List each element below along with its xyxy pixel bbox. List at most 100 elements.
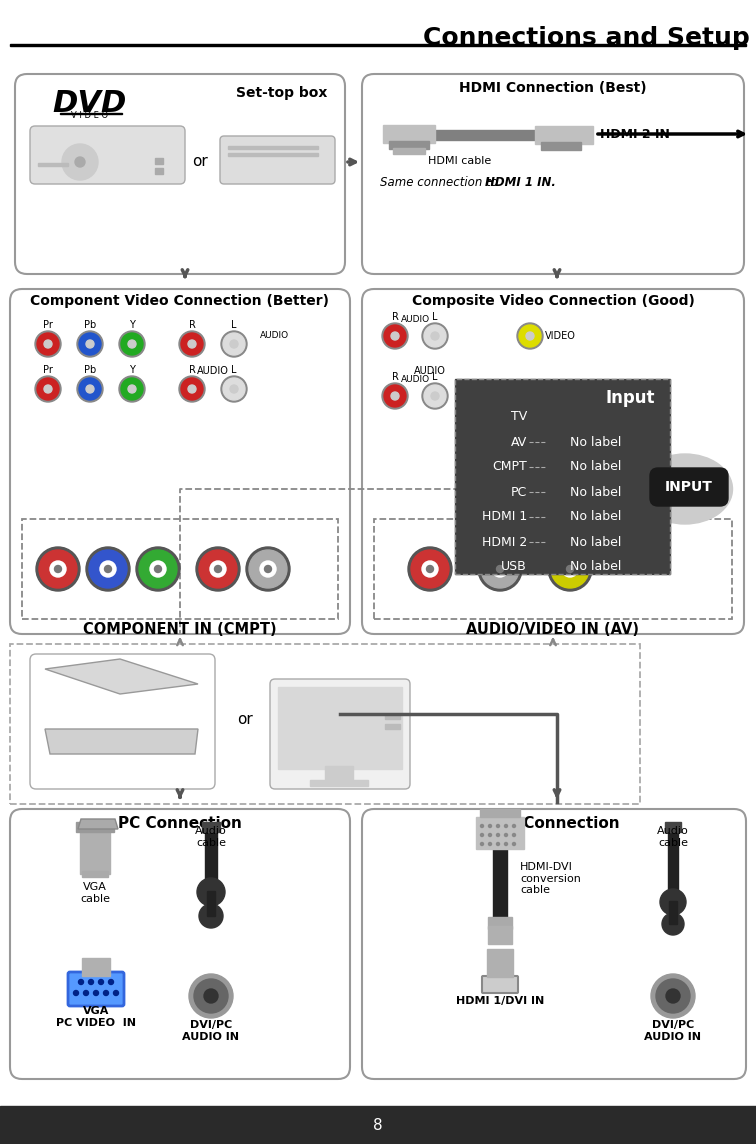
Circle shape (513, 834, 516, 836)
Text: HDMI Connection (Best): HDMI Connection (Best) (459, 81, 647, 95)
Circle shape (199, 550, 237, 588)
FancyBboxPatch shape (30, 654, 215, 789)
Circle shape (35, 331, 61, 357)
Circle shape (391, 332, 399, 340)
Bar (385, 724, 400, 729)
Polygon shape (78, 819, 118, 829)
Bar (389, 141, 429, 149)
Circle shape (408, 547, 452, 591)
Bar (310, 780, 368, 786)
Circle shape (478, 547, 522, 591)
Text: Pr: Pr (43, 365, 53, 375)
Bar (155, 158, 163, 164)
Circle shape (424, 386, 446, 407)
Circle shape (656, 979, 690, 1012)
Bar (385, 714, 400, 718)
Circle shape (109, 979, 113, 985)
Text: VIDEO: VIDEO (545, 331, 576, 341)
Circle shape (37, 333, 59, 355)
Text: AUDIO: AUDIO (401, 315, 429, 324)
FancyBboxPatch shape (362, 809, 746, 1079)
Circle shape (431, 332, 439, 340)
Circle shape (86, 547, 130, 591)
Text: HDMI-DVI
conversion
cable: HDMI-DVI conversion cable (520, 861, 581, 896)
Text: R: R (188, 365, 196, 375)
Circle shape (497, 842, 500, 845)
FancyBboxPatch shape (10, 809, 350, 1079)
Text: Component Video Connection (Better): Component Video Connection (Better) (30, 294, 330, 308)
Circle shape (662, 913, 684, 935)
Text: COMPONENT IN (CMPT): COMPONENT IN (CMPT) (83, 622, 277, 637)
Polygon shape (45, 729, 198, 754)
Circle shape (54, 565, 61, 572)
FancyBboxPatch shape (362, 289, 744, 634)
Text: Input: Input (606, 389, 655, 407)
Text: VGA
cable: VGA cable (80, 882, 110, 904)
Circle shape (223, 378, 245, 400)
FancyBboxPatch shape (10, 289, 350, 634)
Circle shape (481, 550, 519, 588)
Circle shape (382, 323, 408, 349)
Circle shape (62, 144, 98, 180)
Text: Audio
cable: Audio cable (657, 826, 689, 848)
Circle shape (100, 561, 116, 577)
Text: L: L (432, 372, 438, 382)
Circle shape (113, 991, 119, 995)
Text: DVI/PC
AUDIO IN: DVI/PC AUDIO IN (645, 1020, 702, 1041)
Circle shape (196, 547, 240, 591)
Circle shape (181, 333, 203, 355)
Bar (535, 126, 593, 144)
Text: L: L (231, 365, 237, 375)
Circle shape (517, 323, 543, 349)
Circle shape (128, 340, 136, 348)
Circle shape (197, 877, 225, 906)
Bar (480, 809, 520, 817)
Text: R: R (392, 372, 398, 382)
Circle shape (119, 331, 145, 357)
FancyBboxPatch shape (68, 972, 124, 1006)
Circle shape (77, 331, 103, 357)
Text: No label: No label (570, 436, 621, 448)
Circle shape (89, 550, 127, 588)
Bar (38, 162, 68, 166)
Text: No label: No label (570, 485, 621, 499)
Text: Pb: Pb (84, 365, 96, 375)
Text: Y: Y (129, 365, 135, 375)
Circle shape (194, 979, 228, 1012)
Bar (82, 958, 110, 976)
Circle shape (204, 990, 218, 1003)
Circle shape (513, 842, 516, 845)
Text: No label: No label (570, 535, 621, 548)
Text: Pr: Pr (43, 320, 53, 329)
Circle shape (98, 979, 104, 985)
Text: AUDIO/VIDEO IN (AV): AUDIO/VIDEO IN (AV) (466, 622, 640, 637)
FancyBboxPatch shape (362, 74, 744, 275)
FancyBboxPatch shape (30, 126, 185, 184)
Bar (455, 379, 670, 574)
Text: AUDIO: AUDIO (401, 375, 429, 384)
Text: HDMI 2 IN: HDMI 2 IN (600, 127, 670, 141)
Circle shape (88, 979, 94, 985)
Circle shape (497, 834, 500, 836)
Circle shape (39, 550, 77, 588)
Text: No label: No label (570, 561, 621, 573)
Circle shape (481, 842, 484, 845)
Circle shape (77, 376, 103, 402)
Circle shape (504, 842, 507, 845)
Circle shape (150, 561, 166, 577)
Text: DVD: DVD (53, 89, 127, 118)
Bar (383, 125, 435, 143)
Circle shape (79, 979, 83, 985)
Text: No label: No label (570, 461, 621, 474)
Circle shape (50, 561, 66, 577)
Circle shape (488, 842, 491, 845)
Text: No label: No label (570, 510, 621, 524)
Circle shape (551, 550, 589, 588)
Circle shape (422, 323, 448, 349)
Text: or: or (192, 154, 208, 169)
Circle shape (188, 386, 196, 394)
Text: PC: PC (511, 485, 527, 499)
Circle shape (517, 383, 543, 410)
Text: TV: TV (511, 411, 527, 423)
Text: AUDIO: AUDIO (197, 366, 229, 376)
